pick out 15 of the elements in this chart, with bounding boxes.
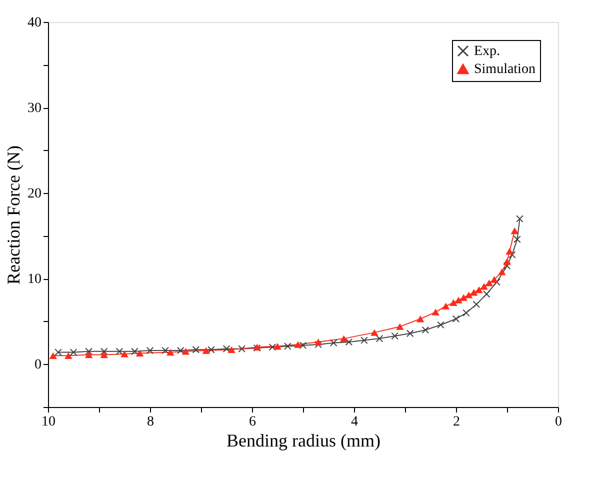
y-axis-title: Reaction Force (N) xyxy=(4,146,24,284)
y-tick-label: 10 xyxy=(28,272,42,288)
legend-label: Exp. xyxy=(474,44,500,59)
y-tick-label: 20 xyxy=(28,186,42,202)
x-tick-label: 8 xyxy=(147,414,154,430)
y-tick-label: 30 xyxy=(28,101,42,116)
x-tick-label: 4 xyxy=(351,414,358,430)
x-tick-label: 2 xyxy=(453,414,460,430)
y-tick-label: 40 xyxy=(28,16,42,30)
x-tick-label: 6 xyxy=(249,414,256,430)
x-axis-title: Bending radius (mm) xyxy=(226,430,380,450)
x-tick-label: 10 xyxy=(42,414,56,430)
legend-label: Simulation xyxy=(474,62,536,77)
y-tick-label: 0 xyxy=(34,358,42,373)
x-tick-label: 0 xyxy=(555,414,562,430)
